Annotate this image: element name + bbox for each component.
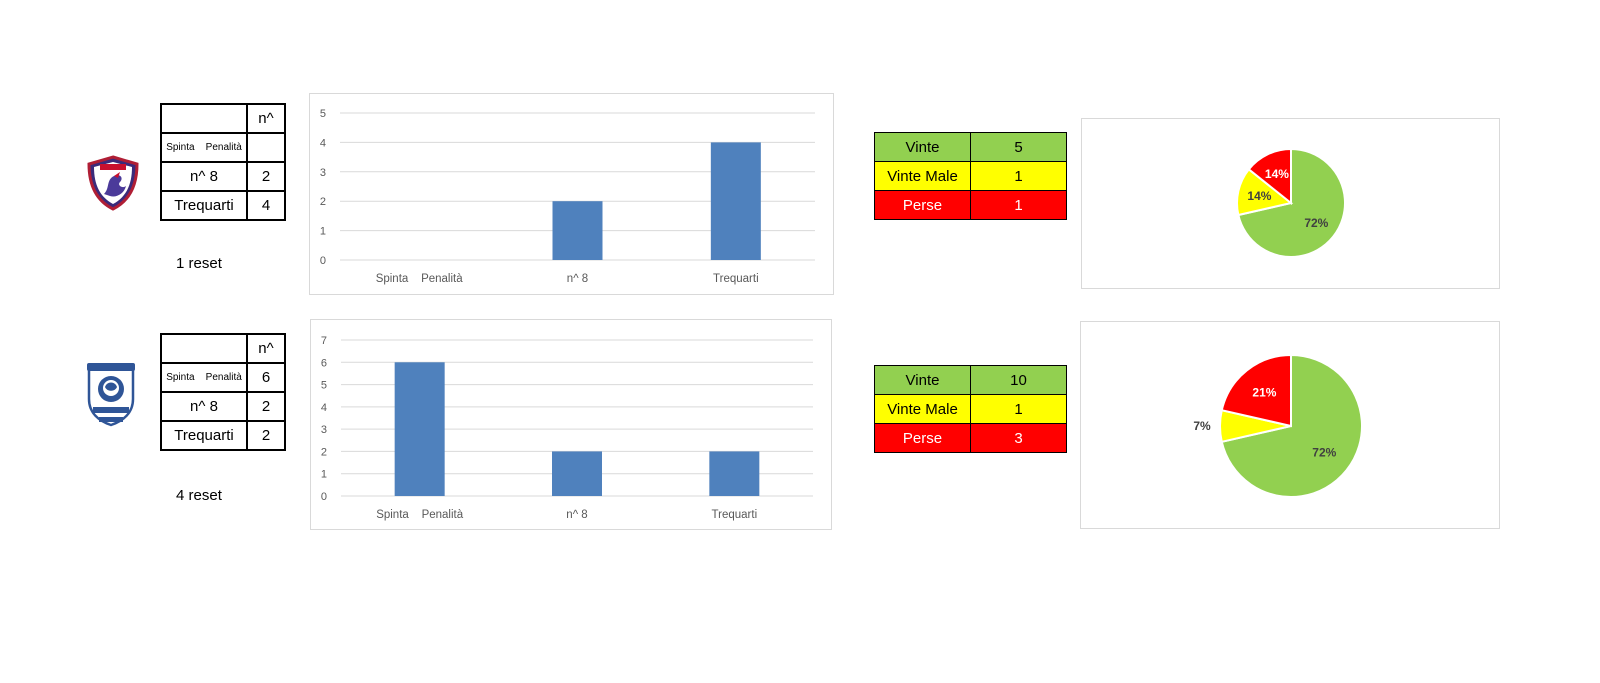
row-value: 2 (246, 391, 286, 422)
y-tick-label: 3 (321, 424, 327, 436)
result-label: Vinte (874, 132, 971, 162)
x-tick-label: Trequarti (712, 509, 758, 521)
bar-chart-2: 0 1 2 3 4 5 6 7 Spinta Penalità n^ 8 Trequarti (310, 319, 832, 530)
y-tick-label: 2 (320, 196, 326, 208)
result-label: Perse (874, 423, 971, 453)
header-count-cell: n^ (246, 333, 286, 364)
pie-slice (1247, 147, 1292, 206)
result-value: 1 (970, 190, 1067, 220)
x-tick-label: Spinta Penalità (376, 273, 464, 285)
x-tick-label: Trequarti (713, 273, 759, 285)
x-tick-label: n^ 8 (566, 509, 587, 521)
y-tick-label: 7 (321, 335, 327, 347)
bar (709, 451, 760, 496)
bar-chart-2-svg: 0 1 2 3 4 5 6 7 Spinta Penalità n^ 8 Trequarti (321, 335, 813, 521)
row-value (246, 132, 286, 163)
y-tick-label: 5 (320, 108, 326, 120)
team1-results-table: Vinte 5 Vinte Male 1 Perse 1 (874, 132, 1067, 220)
team2-results-table: Vinte 10 Vinte Male 1 Perse 3 (874, 365, 1067, 453)
bar (552, 201, 603, 260)
result-value: 5 (970, 132, 1067, 162)
header-count-cell: n^ (246, 103, 286, 134)
team1-stats-table: n^ Spinta Penalità n^ 8 2 Trequarti 4 (160, 103, 286, 221)
row-value: 4 (246, 190, 286, 221)
row-label: n^ 8 (160, 391, 248, 422)
row-label: Spinta Penalità (160, 362, 248, 393)
result-value: 1 (970, 161, 1067, 191)
reset-count: 4 reset (176, 487, 222, 504)
pie-data-label: 72% (1312, 446, 1336, 460)
result-value: 3 (970, 423, 1067, 453)
bar (710, 142, 761, 260)
bar (552, 451, 602, 496)
row-label: n^ 8 (160, 161, 248, 192)
pie-data-label: 14% (1247, 189, 1271, 203)
result-value: 1 (970, 394, 1067, 424)
reset-count: 1 reset (176, 255, 222, 272)
pie-chart-1-svg: 72% 14% 14% (1236, 147, 1346, 258)
header-empty-cell (160, 103, 248, 134)
pie-data-label: 72% (1304, 216, 1328, 230)
y-tick-label: 5 (321, 380, 327, 392)
pie-chart-2-svg: 72% 7% 21% (1193, 353, 1363, 498)
y-tick-label: 1 (320, 226, 326, 238)
bar-chart-1-svg: 0 1 2 3 4 5 Spinta Penalità n^ 8 Trequarti (320, 108, 815, 285)
row-label: Trequarti (160, 190, 248, 221)
y-tick-label: 0 (321, 491, 327, 503)
row-value: 6 (246, 362, 286, 393)
bar (394, 362, 445, 496)
x-tick-label: n^ 8 (567, 273, 588, 285)
pie-data-label: 14% (1265, 167, 1289, 181)
x-tick-label: Spinta Penalità (376, 509, 464, 521)
header-empty-cell (160, 333, 248, 364)
y-tick-label: 3 (320, 167, 326, 179)
y-tick-label: 2 (321, 446, 327, 458)
row-label: Trequarti (160, 420, 248, 451)
row-label: Spinta Penalità (160, 132, 248, 163)
dragon-crest-logo (84, 154, 142, 212)
result-value: 10 (970, 365, 1067, 395)
y-tick-label: 4 (321, 402, 327, 414)
result-label: Perse (874, 190, 971, 220)
team2-stats-table: n^ Spinta Penalità 6 n^ 8 2 Trequarti 2 (160, 333, 286, 451)
y-tick-label: 4 (320, 137, 326, 149)
pie-slice (1220, 353, 1292, 428)
y-tick-label: 1 (321, 469, 327, 481)
pie-data-label: 21% (1252, 386, 1276, 400)
result-label: Vinte Male (874, 394, 971, 424)
result-label: Vinte (874, 365, 971, 395)
row-value: 2 (246, 161, 286, 192)
bar-chart-1: 0 1 2 3 4 5 Spinta Penalità n^ 8 Trequarti (309, 93, 834, 295)
pie-chart-2: 72% 7% 21% (1080, 321, 1500, 529)
y-tick-label: 0 (320, 255, 326, 267)
pie-chart-1: 72% 14% 14% (1081, 118, 1500, 289)
result-label: Vinte Male (874, 161, 971, 191)
lion-shield-logo (83, 359, 139, 427)
pie-data-label: 7% (1193, 419, 1211, 433)
row-value: 2 (246, 420, 286, 451)
y-tick-label: 6 (321, 357, 327, 369)
